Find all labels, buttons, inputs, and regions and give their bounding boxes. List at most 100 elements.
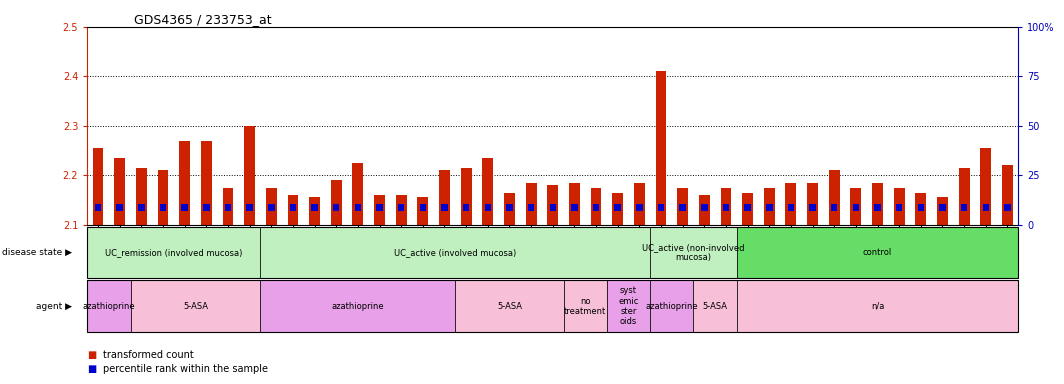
Bar	[549, 204, 556, 211]
Bar	[114, 158, 126, 225]
Text: n/a: n/a	[870, 302, 884, 311]
Bar	[606, 280, 650, 332]
Bar	[678, 187, 688, 225]
Bar	[745, 204, 751, 211]
Bar	[95, 204, 101, 211]
Bar	[377, 204, 383, 211]
Bar	[463, 204, 469, 211]
Bar	[699, 195, 710, 225]
Bar	[650, 280, 694, 332]
Bar	[571, 204, 578, 211]
Text: no
treatment: no treatment	[564, 296, 606, 316]
Bar	[116, 204, 123, 211]
Bar	[506, 204, 513, 211]
Bar	[961, 204, 967, 211]
Bar	[982, 204, 990, 211]
Text: azathioprine: azathioprine	[332, 302, 384, 311]
Bar	[225, 204, 231, 211]
Bar	[87, 280, 131, 332]
Text: 5-ASA: 5-ASA	[183, 302, 207, 311]
Bar	[160, 204, 166, 211]
Bar	[785, 183, 796, 225]
Bar	[138, 204, 145, 211]
Bar	[831, 204, 837, 211]
Bar	[331, 180, 342, 225]
Bar	[787, 204, 794, 211]
Bar	[442, 204, 448, 211]
Bar	[591, 187, 601, 225]
Bar	[261, 227, 650, 278]
Bar	[722, 204, 729, 211]
Bar	[720, 187, 731, 225]
Bar	[419, 204, 426, 211]
Bar	[136, 168, 147, 225]
Bar	[461, 168, 471, 225]
Text: percentile rank within the sample: percentile rank within the sample	[103, 364, 268, 374]
Bar	[564, 280, 606, 332]
Bar	[829, 170, 839, 225]
Text: 5-ASA: 5-ASA	[497, 302, 522, 311]
Bar	[810, 204, 816, 211]
Bar	[268, 204, 275, 211]
Bar	[87, 227, 261, 278]
Bar	[354, 204, 361, 211]
Bar	[1004, 204, 1011, 211]
Bar	[634, 183, 645, 225]
Text: disease state ▶: disease state ▶	[2, 248, 72, 257]
Bar	[482, 158, 494, 225]
Bar	[766, 204, 772, 211]
Bar	[852, 204, 859, 211]
Bar	[694, 280, 736, 332]
Bar	[222, 187, 233, 225]
Bar	[455, 280, 564, 332]
Text: transformed count: transformed count	[103, 350, 194, 360]
Bar	[937, 197, 948, 225]
Bar	[526, 183, 536, 225]
Text: ■: ■	[87, 350, 97, 360]
Text: GDS4365 / 233753_at: GDS4365 / 233753_at	[134, 13, 271, 26]
Bar	[131, 280, 261, 332]
Bar	[875, 204, 881, 211]
Bar	[915, 192, 927, 225]
Bar	[182, 204, 188, 211]
Bar	[417, 197, 428, 225]
Bar	[743, 192, 753, 225]
Bar	[312, 204, 318, 211]
Bar	[658, 204, 664, 211]
Bar	[850, 187, 861, 225]
Text: UC_remission (involved mucosa): UC_remission (involved mucosa)	[105, 248, 243, 257]
Bar	[245, 126, 255, 225]
Bar	[593, 204, 599, 211]
Bar	[636, 204, 643, 211]
Bar	[764, 187, 775, 225]
Bar	[157, 170, 168, 225]
Bar	[333, 204, 339, 211]
Bar	[261, 280, 455, 332]
Bar	[569, 183, 580, 225]
Bar	[680, 204, 686, 211]
Bar	[940, 204, 946, 211]
Text: ■: ■	[87, 364, 97, 374]
Bar	[959, 168, 969, 225]
Bar	[917, 204, 924, 211]
Bar	[398, 204, 404, 211]
Text: 5-ASA: 5-ASA	[702, 302, 728, 311]
Bar	[201, 141, 212, 225]
Bar	[980, 148, 992, 225]
Bar	[655, 71, 666, 225]
Bar	[612, 192, 624, 225]
Bar	[396, 195, 406, 225]
Bar	[179, 141, 190, 225]
Bar	[547, 185, 559, 225]
Text: syst
emic
ster
oids: syst emic ster oids	[618, 286, 638, 326]
Bar	[808, 183, 818, 225]
Bar	[701, 204, 708, 211]
Bar	[736, 227, 1018, 278]
Text: UC_active (non-involved
mucosa): UC_active (non-involved mucosa)	[643, 243, 745, 262]
Text: agent ▶: agent ▶	[36, 302, 72, 311]
Bar	[289, 204, 296, 211]
Text: azathioprine: azathioprine	[83, 302, 135, 311]
Bar	[736, 280, 1018, 332]
Bar	[439, 170, 450, 225]
Bar	[287, 195, 298, 225]
